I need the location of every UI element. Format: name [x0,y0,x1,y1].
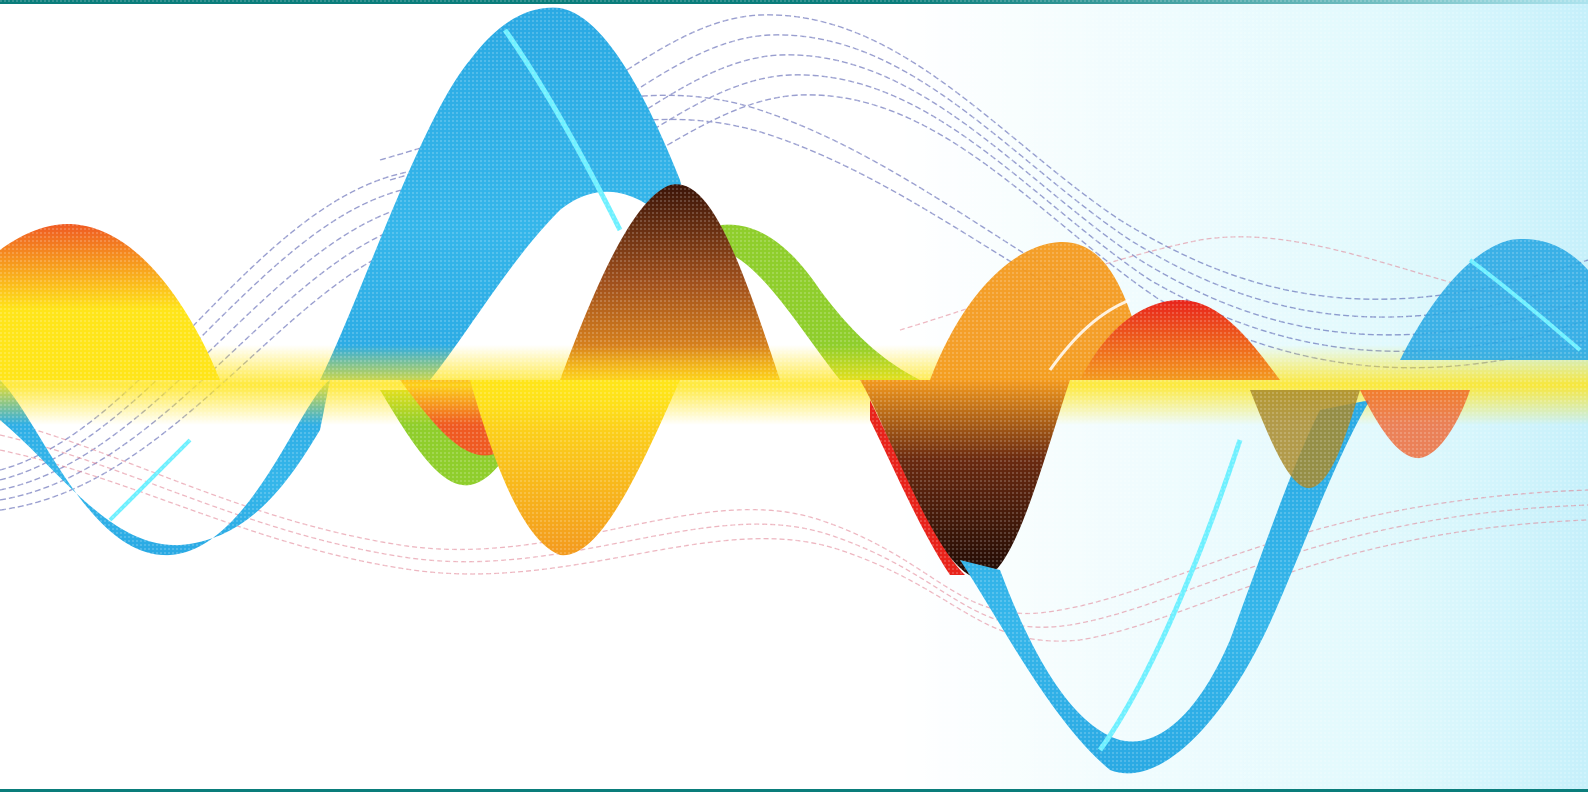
bottom-border [0,789,1588,792]
